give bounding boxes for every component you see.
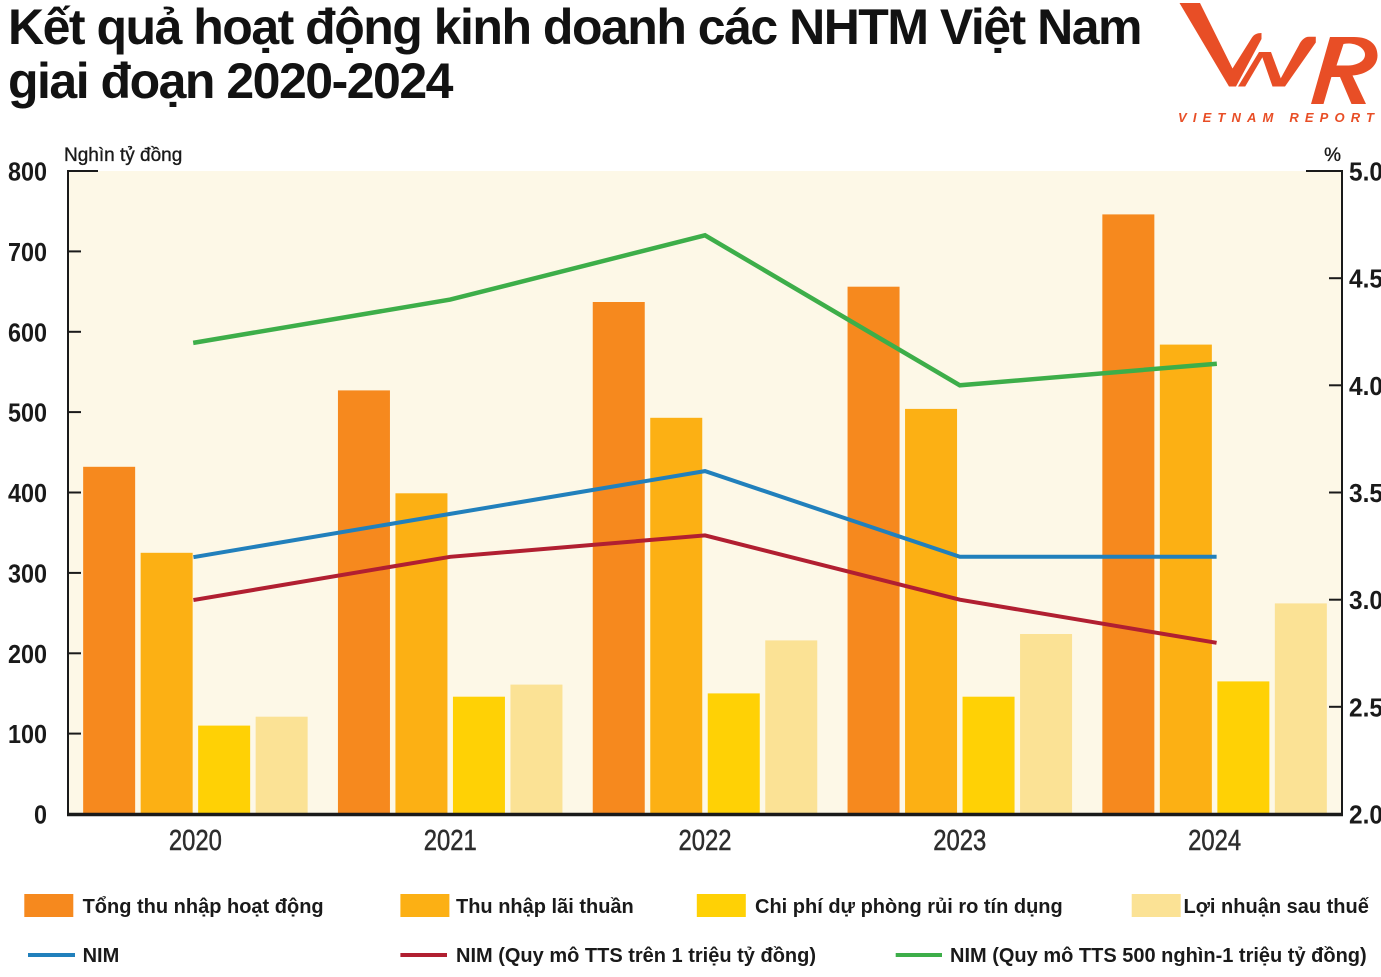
svg-text:Tổng thu nhập hoạt động: Tổng thu nhập hoạt động — [83, 896, 324, 918]
svg-text:2023: 2023 — [933, 825, 986, 857]
svg-text:4.0: 4.0 — [1349, 371, 1381, 401]
svg-text:600: 600 — [8, 317, 47, 347]
svg-text:200: 200 — [8, 639, 47, 669]
svg-text:300: 300 — [8, 558, 47, 588]
svg-text:3.0: 3.0 — [1349, 585, 1381, 615]
svg-text:0: 0 — [34, 800, 47, 830]
svg-text:2021: 2021 — [424, 825, 477, 857]
svg-text:500: 500 — [8, 398, 47, 428]
svg-text:2.5: 2.5 — [1349, 692, 1381, 722]
svg-text:Thu nhập lãi thuần: Thu nhập lãi thuần — [456, 896, 634, 918]
svg-text:700: 700 — [8, 237, 47, 267]
svg-text:Lợi nhuận sau thuế: Lợi nhuận sau thuế — [1184, 896, 1370, 918]
svg-text:Chi phí dự phòng rủi ro tín dụ: Chi phí dự phòng rủi ro tín dụng — [755, 896, 1063, 918]
svg-text:2020: 2020 — [169, 825, 222, 857]
svg-text:4.5: 4.5 — [1349, 264, 1381, 294]
svg-text:3.5: 3.5 — [1349, 478, 1381, 508]
svg-text:400: 400 — [8, 478, 47, 508]
svg-text:%: % — [1324, 145, 1341, 166]
svg-text:NIM: NIM — [83, 945, 120, 967]
svg-text:5.0: 5.0 — [1349, 157, 1381, 187]
svg-text:2022: 2022 — [679, 825, 732, 857]
svg-text:100: 100 — [8, 719, 47, 749]
svg-text:VIETNAM REPORT: VIETNAM REPORT — [1178, 110, 1375, 125]
svg-text:800: 800 — [8, 157, 47, 187]
svg-text:2.0: 2.0 — [1349, 800, 1381, 830]
svg-text:NIM (Quy mô TTS 500 nghìn-1 tr: NIM (Quy mô TTS 500 nghìn-1 triệu tỷ đồn… — [950, 945, 1367, 967]
svg-text:NIM (Quy mô TTS trên 1 triệu t: NIM (Quy mô TTS trên 1 triệu tỷ đồng) — [456, 945, 816, 967]
svg-text:Nghìn tỷ đồng: Nghìn tỷ đồng — [64, 145, 182, 166]
svg-text:2024: 2024 — [1188, 825, 1241, 857]
